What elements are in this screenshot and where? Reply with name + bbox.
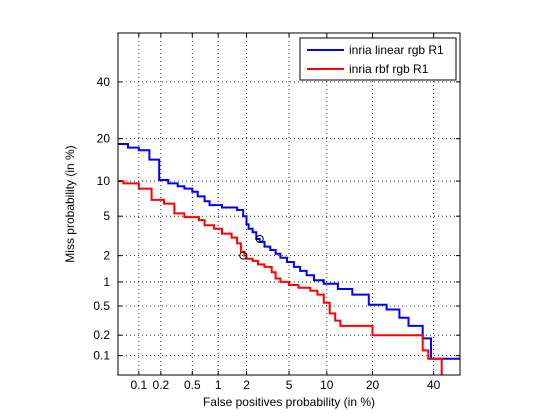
x-tick-label: 0.2	[153, 378, 170, 392]
y-tick-label: 40	[97, 75, 111, 89]
legend-label-rbf: inria rbf rgb R1	[349, 62, 429, 76]
x-tick-label: 10	[320, 378, 334, 392]
x-tick-label: 40	[427, 378, 441, 392]
y-axis-label: Miss probability (in %)	[63, 145, 77, 262]
grid-lines	[118, 33, 460, 375]
x-tick-label: 1	[215, 378, 222, 392]
operating-point-marker	[239, 251, 248, 260]
x-tick-label: 20	[366, 378, 380, 392]
x-axis-ticks: 0.1 0.2 0.5 1 2 5 10 20 40	[130, 33, 441, 392]
legend-label-linear: inria linear rgb R1	[349, 43, 444, 57]
y-tick-label: 0.2	[93, 328, 110, 342]
x-tick-label: 0.1	[130, 378, 147, 392]
x-axis-label: False positives probability (in %)	[203, 395, 375, 409]
x-tick-label: 5	[286, 378, 293, 392]
y-tick-label: 0.1	[93, 349, 110, 363]
y-tick-label: 10	[97, 174, 111, 188]
operating-point-marker	[255, 234, 264, 243]
y-tick-label: 1	[103, 275, 110, 289]
series-line-0	[118, 143, 460, 360]
y-tick-label: 0.5	[93, 299, 110, 313]
x-tick-label: 2	[243, 378, 250, 392]
series-layer	[118, 143, 460, 375]
x-tick-label: 0.5	[184, 378, 201, 392]
legend-box	[299, 37, 457, 81]
y-tick-label: 2	[103, 249, 110, 263]
y-tick-label: 20	[97, 132, 111, 146]
legend: inria linear rgb R1 inria rbf rgb R1	[299, 37, 457, 81]
y-axis-ticks: 0.1 0.2 0.5 1 2 5 10 20 40	[93, 75, 460, 363]
y-tick-label: 5	[103, 209, 110, 223]
series-line-1	[118, 180, 443, 375]
